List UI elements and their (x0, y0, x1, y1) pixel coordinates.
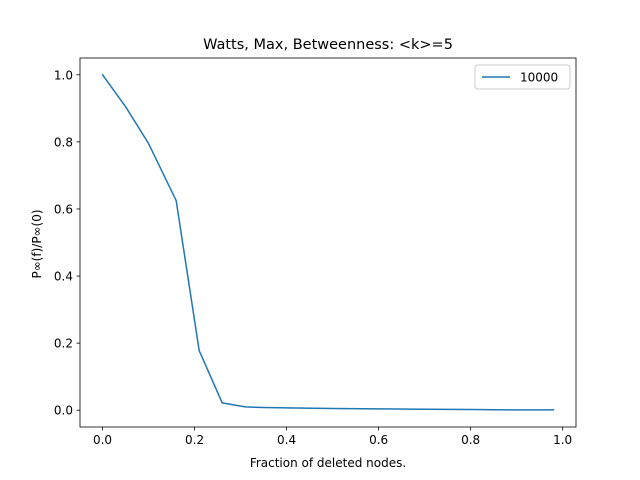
y-tick-label: 0.2 (54, 337, 73, 351)
x-tick-label: 0.4 (277, 433, 296, 447)
y-tick-label: 0.6 (54, 202, 73, 216)
x-axis-label: Fraction of deleted nodes. (250, 456, 406, 470)
x-tick-label: 0.2 (185, 433, 204, 447)
y-tick-label: 0.4 (54, 270, 73, 284)
axes-frame (79, 57, 577, 428)
legend: 10000 (474, 64, 571, 90)
plot-area: 0.0 0.2 0.4 0.6 0.8 1.0 0.0 0.2 0.4 0.6 0.8 1.0 (54, 57, 577, 447)
x-tick-label: 1.0 (553, 433, 572, 447)
x-tick-label: 0.8 (461, 433, 480, 447)
chart-title: Watts, Max, Betweenness: <k>=5 (203, 37, 453, 53)
y-axis-label: P∞(f)/P∞(0) (30, 209, 44, 278)
y-tick-label: 0.0 (54, 404, 73, 418)
x-tick-label: 0.0 (93, 433, 112, 447)
legend-label: 10000 (520, 71, 558, 85)
x-tick-label: 0.6 (369, 433, 388, 447)
series-line (101, 73, 555, 411)
y-tick-label: 1.0 (54, 68, 73, 82)
legend-box (474, 64, 571, 90)
y-tick-label: 0.8 (54, 135, 73, 149)
